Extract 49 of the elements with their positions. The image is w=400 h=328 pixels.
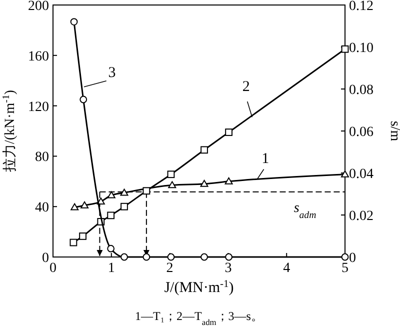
point xyxy=(70,18,78,26)
point xyxy=(142,187,150,195)
y2-tick-label: 0.10 xyxy=(349,41,374,56)
text: 1—T₁；2—T$_{adm}$；3—s。 xyxy=(135,309,263,326)
y-tick-label: 160 xyxy=(28,49,49,64)
point xyxy=(200,146,208,154)
point xyxy=(107,191,116,198)
annotation: 3 xyxy=(108,64,116,81)
point xyxy=(225,128,232,136)
y2-tick-label: 0.04 xyxy=(349,167,374,182)
y-tick-label: 80 xyxy=(35,150,49,166)
point xyxy=(224,177,233,184)
point xyxy=(200,180,208,187)
ref-line-label: s$_{adm}$ xyxy=(294,200,316,220)
point xyxy=(167,170,175,178)
point xyxy=(341,253,349,261)
point xyxy=(70,203,79,210)
point xyxy=(120,253,128,261)
y-tick-label: 40 xyxy=(35,200,49,216)
point xyxy=(120,202,128,210)
point xyxy=(142,253,150,261)
annotation: 2 xyxy=(242,79,250,96)
y2-tick-label: 0 xyxy=(349,251,356,266)
y2-tick-label: 0.02 xyxy=(349,209,374,224)
y-tick-label: 0 xyxy=(42,251,49,266)
point xyxy=(107,244,115,252)
point xyxy=(225,253,232,261)
point xyxy=(79,232,86,240)
x-tick-label: 1 xyxy=(108,261,115,276)
x-axis-title: J/(MN·m$^{-1}$) xyxy=(164,278,234,296)
x-tick-label: 2 xyxy=(166,261,174,276)
x-tick-label: 5 xyxy=(342,261,348,276)
point xyxy=(168,181,176,188)
point xyxy=(70,238,78,246)
annotation: 1 xyxy=(262,150,270,167)
x-tick-label: 4 xyxy=(283,261,290,276)
point xyxy=(80,96,88,104)
y2-tick-label: 0.06 xyxy=(349,125,374,140)
point xyxy=(200,253,208,261)
y2-tick-label: 0.12 xyxy=(349,0,374,14)
point xyxy=(107,212,115,220)
point xyxy=(167,253,175,261)
y2-tick-label: 0.08 xyxy=(349,83,374,98)
x-tick-label: 3 xyxy=(224,261,232,276)
point xyxy=(120,188,128,196)
y-tick-label: 200 xyxy=(28,0,49,14)
point xyxy=(80,201,89,208)
y-tick-label: 120 xyxy=(28,100,49,115)
y2-axis-title: s/m xyxy=(387,120,400,142)
